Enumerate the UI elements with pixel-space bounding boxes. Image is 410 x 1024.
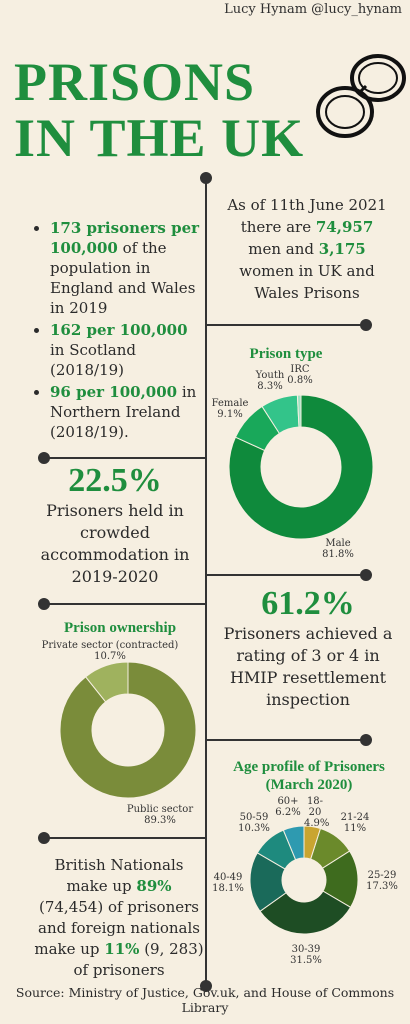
label-private: Private sector (contracted) 10.7% <box>41 640 179 662</box>
source-footer: Source: Ministry of Justice, Gov.uk, and… <box>15 985 395 1015</box>
age-slice-30-39 <box>259 890 352 935</box>
label-18-20: 18-20 4.9% <box>304 796 330 829</box>
crowded-stat: 22.5% Prisoners held in crowded accommod… <box>30 462 200 588</box>
prison-type-title: Prison type <box>249 346 323 362</box>
ownership-slice-public-sector <box>59 661 197 799</box>
resettlement-text: Prisoners achieved a rating of 3 or 4 in… <box>223 624 393 709</box>
title-line-1: PRISONS <box>14 52 256 112</box>
page-title: PRISONS IN THE UK <box>14 54 304 166</box>
label-21-24: 21-24 11% <box>340 812 370 834</box>
rates-list: 173 prisoners per 100,000 of the populat… <box>34 218 202 444</box>
label-25-29: 25-29 17.3% <box>366 870 398 892</box>
prison-type-slice-male <box>228 394 374 540</box>
label-30-39: 30-39 31.5% <box>290 944 322 966</box>
rate-england-wales: 173 prisoners per 100,000 of the populat… <box>50 218 202 318</box>
label-irc: IRC 0.8% <box>287 364 313 386</box>
title-line-2: IN THE UK <box>14 108 305 168</box>
label-female: Female 9.1% <box>211 398 249 420</box>
resettlement-value: 61.2% <box>261 585 355 622</box>
label-50-59: 50-59 10.3% <box>238 812 270 834</box>
label-40-49: 40-49 18.1% <box>212 872 244 894</box>
prison-type-slice-irc <box>296 394 302 428</box>
author-credit: Lucy Hynam @lucy_hynam <box>224 2 402 17</box>
age-profile-title: Age profile of Prisoners (March 2020) <box>233 759 385 793</box>
population-intro: As of 11th June 2021 there are 74,957 me… <box>227 196 387 302</box>
resettlement-stat: 61.2% Prisoners achieved a rating of 3 o… <box>218 585 398 711</box>
label-youth: Youth 8.3% <box>255 370 285 392</box>
crowded-value: 22.5% <box>68 462 162 499</box>
ownership-slice-private-sector-contracted- <box>84 661 129 703</box>
nationals-stat: British Nationals make up 89% (74,454) o… <box>34 856 204 979</box>
crowded-text: Prisoners held in crowded accommodation … <box>40 501 190 586</box>
label-male: Male 81.8% <box>322 538 354 560</box>
prison-ownership-title: Prison ownership <box>63 620 177 636</box>
age-slice-60- <box>282 825 305 861</box>
label-60-plus: 60+ 6.2% <box>275 796 301 818</box>
label-public: Public sector 89.3% <box>126 804 194 826</box>
rate-scotland: 162 per 100,000 in Scotland (2018/19) <box>50 320 202 380</box>
rate-northern-ireland: 96 per 100,000 in Northern Ireland (2018… <box>50 382 202 442</box>
